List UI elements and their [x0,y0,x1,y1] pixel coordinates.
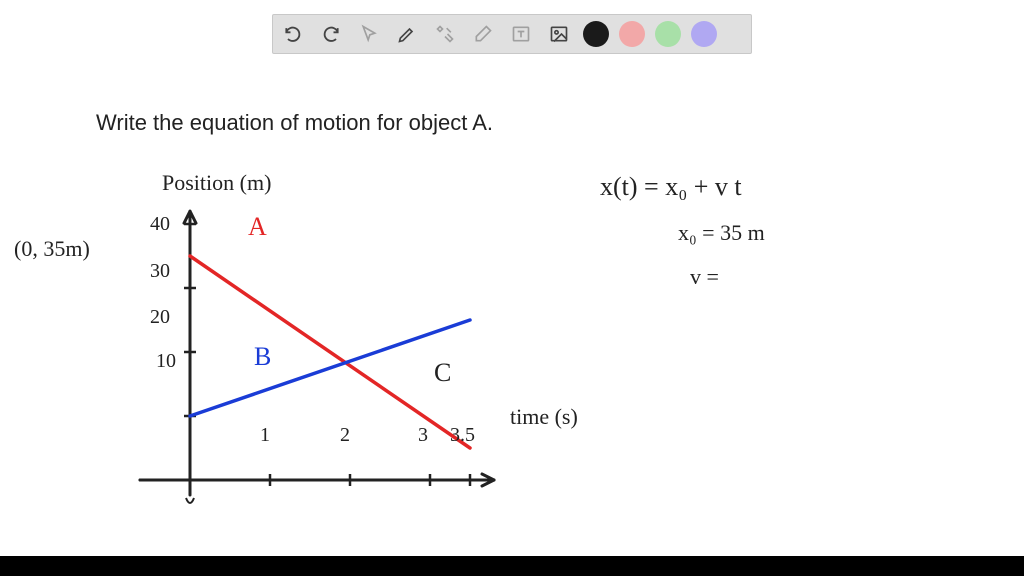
pointer-icon[interactable] [355,20,383,48]
equation-line-3: v = [690,264,719,290]
color-green[interactable] [655,21,681,47]
ytick-40: 40 [150,213,170,236]
whiteboard-canvas: Write the equation of motion for object … [0,0,1024,556]
label-c: C [434,358,451,388]
redo-icon[interactable] [317,20,345,48]
color-red[interactable] [619,21,645,47]
eraser-icon[interactable] [469,20,497,48]
y-axis-title: Position (m) [162,170,271,196]
pen-icon[interactable] [393,20,421,48]
drawing-toolbar [272,14,752,54]
equation-line-1: x(t) = x₀ + v t [600,172,742,202]
position-time-chart [10,160,610,540]
xtick-1: 1 [260,424,270,447]
tools-icon[interactable] [431,20,459,48]
series-label-a: A [248,212,267,242]
series-label-b: B [254,342,271,372]
color-black[interactable] [583,21,609,47]
y-intercept-annotation: (0, 35m) [14,236,90,262]
color-purple[interactable] [691,21,717,47]
equation-line-2: x₀ = 35 m [678,220,765,246]
ytick-30: 30 [150,260,170,283]
question-prompt: Write the equation of motion for object … [96,110,493,136]
image-icon[interactable] [545,20,573,48]
xtick-2: 2 [340,424,350,447]
undo-icon[interactable] [279,20,307,48]
xtick-3p5: 3.5 [450,424,475,447]
bottom-black-bar [0,556,1024,576]
x-axis-title: time (s) [510,404,578,430]
text-box-icon[interactable] [507,20,535,48]
xtick-3: 3 [418,424,428,447]
ytick-20: 20 [150,306,170,329]
ytick-10: 10 [156,350,176,373]
